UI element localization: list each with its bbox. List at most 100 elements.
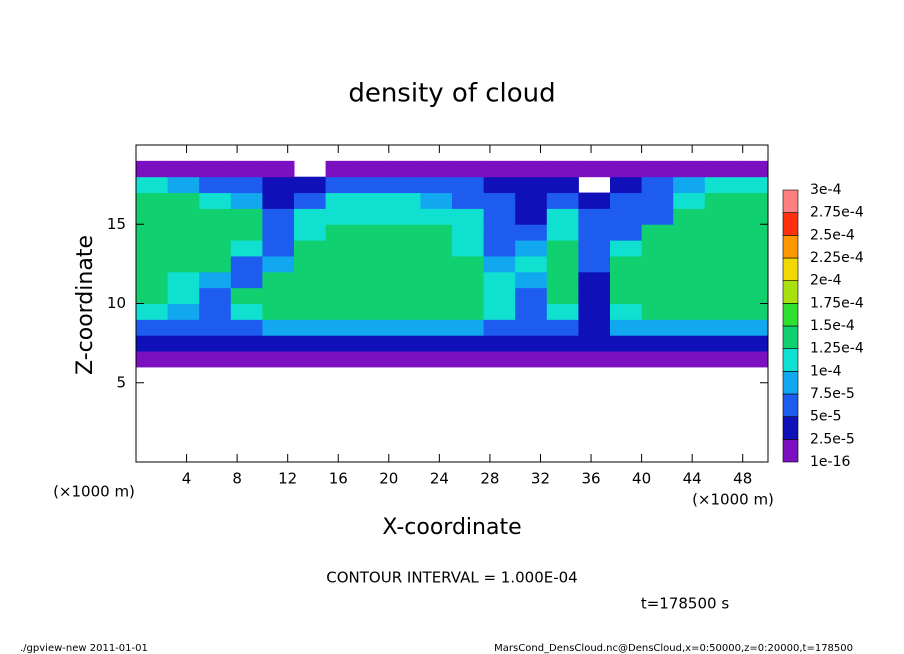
field-cell — [546, 160, 579, 178]
field-cell — [578, 303, 611, 320]
field-cell — [420, 224, 453, 241]
field-cell — [136, 240, 169, 257]
field-cell — [136, 224, 169, 241]
field-cell — [641, 287, 674, 304]
field-cell — [420, 351, 453, 368]
field-cell — [673, 303, 706, 320]
time-note: t=178500 s — [641, 595, 729, 613]
field-cell — [673, 319, 706, 336]
field-cell — [452, 335, 485, 352]
field-cell — [262, 271, 295, 289]
field-cell — [483, 240, 516, 257]
field-cell — [452, 351, 485, 368]
field-cell — [294, 271, 327, 289]
field-cell — [641, 271, 674, 289]
field-cell — [136, 160, 169, 178]
field-cell — [452, 240, 485, 257]
field-cell — [546, 192, 579, 209]
field-cell — [673, 224, 706, 241]
field-cell — [736, 303, 769, 320]
field-cell — [388, 271, 421, 289]
y-tick-label: 5 — [116, 373, 126, 391]
field-cell — [610, 208, 643, 225]
field-cell — [388, 176, 421, 194]
field-cell — [673, 287, 706, 304]
field-cell — [641, 255, 674, 273]
field-cell — [704, 335, 737, 352]
x-tick-label: 16 — [329, 470, 348, 488]
field-cell — [546, 287, 579, 304]
x-tick-label: 12 — [278, 470, 297, 488]
field-cell — [167, 287, 200, 304]
field-cell — [641, 319, 674, 336]
colorbar-band — [782, 371, 799, 395]
field-cell — [420, 271, 453, 289]
field-cell — [325, 160, 358, 178]
field-cell — [610, 271, 643, 289]
field-cell — [420, 319, 453, 336]
field-cell — [294, 208, 327, 225]
field-cell — [483, 255, 516, 273]
field-cell — [673, 351, 706, 368]
x-tick-label: 4 — [182, 470, 192, 488]
colorbar-band — [782, 189, 799, 213]
field-cell — [483, 287, 516, 304]
field-cell — [136, 192, 169, 209]
field-cell — [452, 255, 485, 273]
field-cell — [230, 224, 263, 241]
field-cell — [483, 271, 516, 289]
field-cell — [388, 160, 421, 178]
field-cell — [262, 319, 295, 336]
field-cell — [578, 224, 611, 241]
field-cell — [546, 240, 579, 257]
footer-right: MarsCond_DensCloud.nc@DensCloud,x=0:5000… — [494, 643, 853, 654]
field-cell — [673, 335, 706, 352]
field-cell — [578, 271, 611, 289]
field-cell — [230, 160, 263, 178]
field-cell — [262, 192, 295, 209]
field-cell — [325, 351, 358, 368]
field-cell — [736, 240, 769, 257]
field-cell — [641, 176, 674, 194]
field-cell — [483, 192, 516, 209]
field-cell — [167, 240, 200, 257]
field-cell — [357, 287, 390, 304]
field-cell — [704, 176, 737, 194]
field-cell — [610, 240, 643, 257]
field-cell — [357, 192, 390, 209]
field-cell — [515, 176, 548, 194]
field-cell — [641, 351, 674, 368]
field-cell — [357, 176, 390, 194]
field-cell — [704, 351, 737, 368]
field-cell — [546, 351, 579, 368]
field-cell — [167, 335, 200, 352]
field-cell — [136, 351, 169, 368]
field-cell — [294, 176, 327, 194]
field-cell — [736, 287, 769, 304]
colorbar-label: 5e-5 — [810, 409, 841, 425]
field-cell — [230, 240, 263, 257]
x-tick-label: 40 — [632, 470, 651, 488]
field-cell — [420, 287, 453, 304]
field-cell — [167, 224, 200, 241]
field-cell — [515, 287, 548, 304]
field-cell — [230, 192, 263, 209]
field-cell — [136, 335, 169, 352]
colorbar-label: 1.25e-4 — [810, 341, 864, 357]
field-cell — [388, 303, 421, 320]
field-cell — [578, 335, 611, 352]
field-cell — [262, 176, 295, 194]
field-cell — [673, 255, 706, 273]
field-cell — [325, 208, 358, 225]
field-cell — [420, 192, 453, 209]
colorbar-label: 1.5e-4 — [810, 318, 855, 334]
field-cell — [420, 303, 453, 320]
field-cell — [610, 255, 643, 273]
field-cell — [262, 351, 295, 368]
field-cell — [388, 208, 421, 225]
field-cell — [704, 319, 737, 336]
x-tick-label: 32 — [531, 470, 550, 488]
field-cell — [515, 303, 548, 320]
field-cell — [452, 303, 485, 320]
field-cell — [199, 192, 232, 209]
